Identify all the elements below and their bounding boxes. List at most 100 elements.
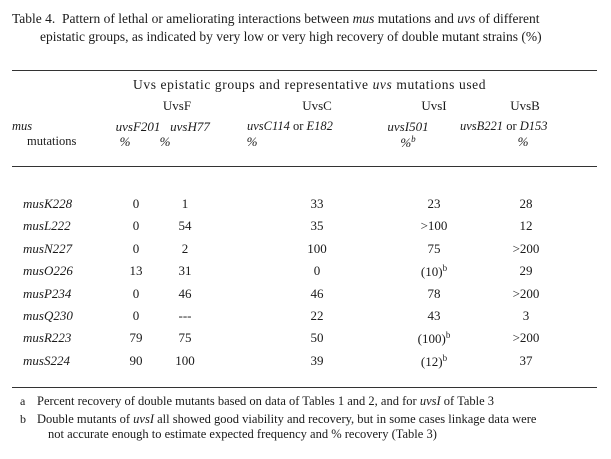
cell-value: 29 <box>519 263 533 279</box>
footnote-b-line-2: not accurate enough to estimate expected… <box>48 427 437 441</box>
table-cell: (10)b <box>404 263 464 280</box>
cell-value: >200 <box>512 285 540 301</box>
cell-value: 12 <box>519 218 533 234</box>
col-header-uvsh77: uvsH77 <box>170 119 210 134</box>
cell-value: 54 <box>178 218 192 234</box>
cell-value: 28 <box>519 196 533 211</box>
col-connector: or <box>292 119 304 133</box>
table-cell: --- <box>155 308 215 324</box>
caption-text: Pattern of lethal or ameliorating intera… <box>62 11 350 26</box>
table-cell: 13 <box>106 263 166 279</box>
cell-value: 3 <box>522 308 530 323</box>
cell-value: 79 <box>129 330 143 346</box>
cell-value: >200 <box>512 240 540 256</box>
cell-value: 37 <box>519 352 533 368</box>
unit: % <box>400 135 412 150</box>
cell-value: 0 <box>132 196 140 211</box>
cell-value: 90 <box>129 352 143 368</box>
col-alt: D153 <box>519 119 548 133</box>
cell-value: 0 <box>132 285 140 301</box>
table-cell: 43 <box>404 308 464 324</box>
header-spanner: Uvs epistatic groups and representative … <box>133 77 486 93</box>
caption-text: mutations and <box>377 11 454 26</box>
cell-value: 100 <box>175 352 195 368</box>
row-label: musN227 <box>23 240 73 256</box>
table-cell: 46 <box>287 286 347 302</box>
cell-value: (12) <box>420 353 443 369</box>
table-cell: 29 <box>496 263 556 279</box>
table-cell: 39 <box>287 353 347 369</box>
caption-uvs: uvs <box>457 11 476 26</box>
table-cell: 46 <box>155 286 215 302</box>
table-cell: 33 <box>287 196 347 212</box>
table-cell: 12 <box>496 218 556 234</box>
cell-value: 0 <box>313 263 321 279</box>
cell-value: 0 <box>132 308 140 323</box>
table-cell: (12)b <box>404 353 464 370</box>
table-cell: >100 <box>404 218 464 234</box>
table-cell: 1 <box>155 196 215 212</box>
bottom-rule <box>12 387 597 388</box>
table-caption-line-1: Table 4. Pattern of lethal or ameliorati… <box>12 10 539 28</box>
cell-value: 2 <box>181 240 189 256</box>
table-cell: (100)b <box>404 330 464 347</box>
table-cell: 31 <box>155 263 215 279</box>
table-cell: 0 <box>106 196 166 212</box>
footnote-ref: b <box>445 330 451 341</box>
footnote-mark-b: b <box>20 412 26 426</box>
table-cell: 78 <box>404 286 464 302</box>
col-name: uvsC114 <box>247 119 290 133</box>
table-cell: >200 <box>496 330 556 346</box>
cell-value: 75 <box>178 330 192 346</box>
row-label: musQ230 <box>23 308 73 323</box>
table-cell: 75 <box>155 330 215 346</box>
unit-uvsh77: % <box>159 134 171 149</box>
row-label: musO226 <box>23 263 73 279</box>
table-cell: 54 <box>155 218 215 234</box>
group-uvsc: UvsC <box>302 98 332 113</box>
footnote-ref: b <box>442 352 448 363</box>
footnote-text: all showed good viability and recovery, … <box>157 412 537 426</box>
unit-uvsf201: % <box>119 134 131 149</box>
table-cell: 3 <box>496 308 556 324</box>
col-connector: or <box>506 119 517 133</box>
table-label: Table 4. <box>12 11 56 26</box>
row-header-mus: mus <box>12 119 33 133</box>
cell-value: (100) <box>417 331 446 347</box>
col-name: uvsB221 <box>460 119 504 133</box>
row-label: musR223 <box>23 330 72 346</box>
footnote-a: Percent recovery of double mutants based… <box>37 394 494 409</box>
table-cell: 100 <box>155 353 215 369</box>
unit-uvsc114: % <box>246 134 258 149</box>
spanner-text: mutations used <box>396 77 487 92</box>
top-rule <box>12 70 597 71</box>
unit-uvsb221: % <box>517 134 529 149</box>
footnote-text: of Table 3 <box>443 394 495 408</box>
col-alt: E182 <box>306 119 333 133</box>
table-cell: 90 <box>106 353 166 369</box>
cell-value: 35 <box>310 218 324 234</box>
table-cell: 0 <box>106 241 166 257</box>
table-cell: 0 <box>106 308 166 324</box>
cell-value: >100 <box>420 218 448 234</box>
row-label: musK228 <box>23 196 73 211</box>
group-uvsf: UvsF <box>162 98 192 113</box>
cell-value: 78 <box>427 285 441 301</box>
cell-value: (10) <box>420 264 443 280</box>
table-cell: 2 <box>155 241 215 257</box>
table-cell: 0 <box>106 218 166 234</box>
col-header-uvsb221: uvsB221 or D153 <box>460 119 548 134</box>
cell-value: 46 <box>310 285 324 301</box>
caption-mus: mus <box>352 11 375 26</box>
cell-value: 0 <box>132 218 140 234</box>
cell-value: 13 <box>129 263 143 279</box>
group-uvsb: UvsB <box>510 98 540 113</box>
cell-value: --- <box>178 308 192 323</box>
table-cell: >200 <box>496 241 556 257</box>
table-cell: >200 <box>496 286 556 302</box>
row-label: musP234 <box>23 285 72 301</box>
group-uvsi: UvsI <box>421 98 447 113</box>
footnote-italic: uvsI <box>419 394 441 408</box>
unit-uvsi501: %b <box>378 134 438 151</box>
row-label: musS224 <box>23 352 70 368</box>
